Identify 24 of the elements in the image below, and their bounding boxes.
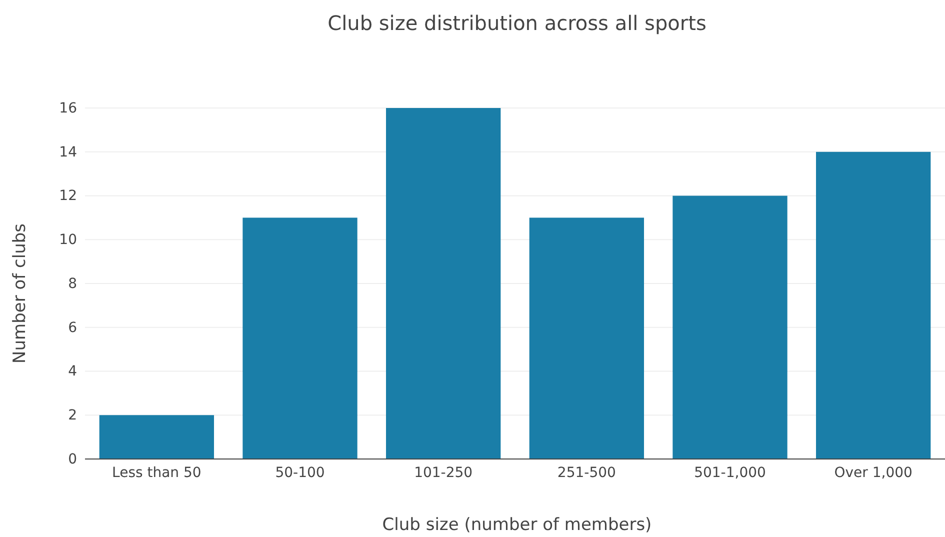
y-tick-label: 6 <box>68 320 78 336</box>
x-tick-label: 101-250 <box>414 464 473 481</box>
x-tick-label: 50-100 <box>275 464 325 481</box>
x-tick-label: Less than 50 <box>112 464 202 481</box>
y-tick-label: 16 <box>59 100 78 116</box>
x-tick-label: Over 1,000 <box>834 464 912 481</box>
bar <box>529 218 644 459</box>
y-tick-label: 8 <box>68 276 77 292</box>
y-tick-label: 0 <box>68 451 77 468</box>
bar <box>386 108 501 459</box>
y-tick-label: 14 <box>59 144 78 160</box>
y-axis-title: Number of clubs <box>10 223 30 364</box>
y-tick-label: 12 <box>59 188 77 204</box>
x-tick-label: 501-1,000 <box>694 464 766 481</box>
x-tick-label: 251-500 <box>557 464 616 481</box>
bar <box>816 152 931 459</box>
y-tick-label: 4 <box>68 364 78 380</box>
x-axis-title: Club size (number of members) <box>382 515 652 535</box>
bar <box>242 218 358 459</box>
bar <box>99 415 214 459</box>
y-tick-label: 10 <box>59 232 77 248</box>
y-tick-label: 2 <box>68 408 77 424</box>
bar <box>672 196 788 459</box>
chart-title: Club size distribution across all sports <box>328 11 706 35</box>
